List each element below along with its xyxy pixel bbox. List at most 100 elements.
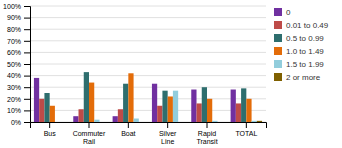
y-tick-label: 50%	[7, 61, 21, 68]
y-tick-mark	[24, 6, 30, 7]
bar	[246, 99, 251, 122]
chart: 0% 10% 20% 30% 40% 50% 60% 70% 80% 90% 100% Bus Comm…	[0, 0, 342, 148]
grid-line	[30, 64, 266, 65]
bar	[252, 121, 257, 122]
bar	[168, 96, 173, 122]
x-tick-mark	[167, 122, 168, 128]
bar	[212, 121, 217, 122]
bar	[197, 103, 202, 122]
bar	[79, 109, 84, 122]
bar	[134, 119, 139, 122]
bar	[113, 116, 118, 122]
y-tick: 50%	[7, 61, 30, 68]
legend-swatch	[274, 34, 282, 42]
y-tick-label: 100%	[3, 3, 21, 10]
bar	[152, 84, 157, 122]
x-tick: CommuterRail	[73, 122, 106, 145]
y-tick-mark	[24, 52, 30, 53]
bar	[50, 106, 55, 122]
x-tick-label: CommuterRail	[73, 130, 106, 145]
y-tick-mark	[24, 87, 30, 88]
bar	[191, 90, 196, 122]
legend-item: 0.5 to 0.99	[274, 34, 324, 43]
bar-series	[50, 73, 252, 122]
bar-series	[34, 78, 236, 122]
bar	[39, 99, 44, 122]
y-tick-mark	[24, 29, 30, 30]
x-tick-label-line: Rail	[83, 138, 96, 145]
legend-item: 1.5 to 1.99	[274, 60, 324, 69]
x-tick-label-line: Silver	[159, 130, 177, 137]
bar-series	[257, 121, 262, 122]
x-axis-line	[31, 123, 267, 129]
x-tick: Boat	[121, 122, 135, 137]
x-tick-label: SilverLine	[159, 130, 177, 145]
legend: 0 0.01 to 0.49 0.5 to 0.99 1.0 to 1.49 1.5 t…	[274, 8, 329, 82]
bar	[173, 91, 178, 122]
x-tick: Bus	[44, 122, 57, 137]
grid-line	[30, 75, 266, 76]
y-tick: 40%	[7, 72, 30, 79]
legend-label: 2 or more	[286, 73, 321, 82]
y-axis: 0% 10% 20% 30% 40% 50% 60% 70% 80% 90% 100%	[3, 3, 30, 126]
bar	[44, 93, 49, 122]
bar-series	[39, 99, 241, 122]
legend-label: 1.0 to 1.49	[286, 47, 324, 56]
grid-line	[30, 40, 266, 41]
legend-swatch	[274, 73, 282, 81]
bar	[73, 116, 78, 122]
bar	[118, 109, 123, 122]
bar	[89, 83, 94, 122]
y-tick-label: 10%	[7, 107, 21, 114]
x-tick-label: RapidTransit	[196, 130, 217, 145]
y-tick-label: 30%	[7, 84, 21, 91]
y-tick-label: 60%	[7, 49, 21, 56]
legend-item: 2 or more	[274, 73, 321, 82]
y-tick-label: 70%	[7, 38, 21, 45]
grid	[30, 6, 266, 122]
legend-swatch	[274, 60, 282, 68]
x-tick: SilverLine	[159, 122, 177, 145]
bar	[241, 88, 246, 122]
bar	[128, 73, 133, 122]
y-tick: 20%	[7, 96, 30, 103]
legend-item: 1.0 to 1.49	[274, 47, 324, 56]
bar	[202, 87, 207, 122]
x-tick-label-line: Line	[161, 138, 174, 145]
bar	[217, 122, 222, 123]
grid-line	[30, 52, 266, 53]
y-tick: 10%	[7, 107, 30, 114]
y-tick-mark	[24, 76, 30, 77]
y-tick: 60%	[7, 49, 30, 56]
bar-series	[94, 91, 257, 122]
x-tick: TOTAL	[235, 122, 257, 137]
bar	[178, 122, 183, 123]
y-tick: 30%	[7, 84, 30, 91]
bar	[257, 121, 262, 122]
y-tick-mark	[24, 18, 30, 19]
bar	[123, 84, 128, 122]
x-tick-label: Bus	[44, 130, 57, 137]
x-tick-mark	[246, 122, 247, 128]
x-tick-mark	[207, 122, 208, 128]
legend-label: 0.01 to 0.49	[286, 21, 329, 30]
bar	[34, 78, 39, 122]
bar-series	[44, 72, 246, 122]
y-tick-mark	[24, 64, 30, 65]
x-tick-label-line: Transit	[196, 138, 217, 145]
y-tick-label: 0%	[11, 119, 21, 126]
legend-swatch	[274, 21, 282, 29]
x-tick-label: TOTAL	[235, 130, 257, 137]
y-tick: 70%	[7, 38, 30, 45]
grid-line	[30, 87, 266, 88]
x-tick-label: Boat	[121, 130, 135, 137]
y-tick-label: 90%	[7, 14, 21, 21]
bar	[99, 122, 104, 123]
x-tick-mark	[89, 122, 90, 128]
bar	[55, 122, 60, 123]
bar	[60, 122, 65, 123]
legend-item: 0	[274, 8, 291, 17]
y-tick-label: 80%	[7, 26, 21, 33]
bar	[162, 91, 167, 122]
y-axis-line	[24, 7, 31, 123]
